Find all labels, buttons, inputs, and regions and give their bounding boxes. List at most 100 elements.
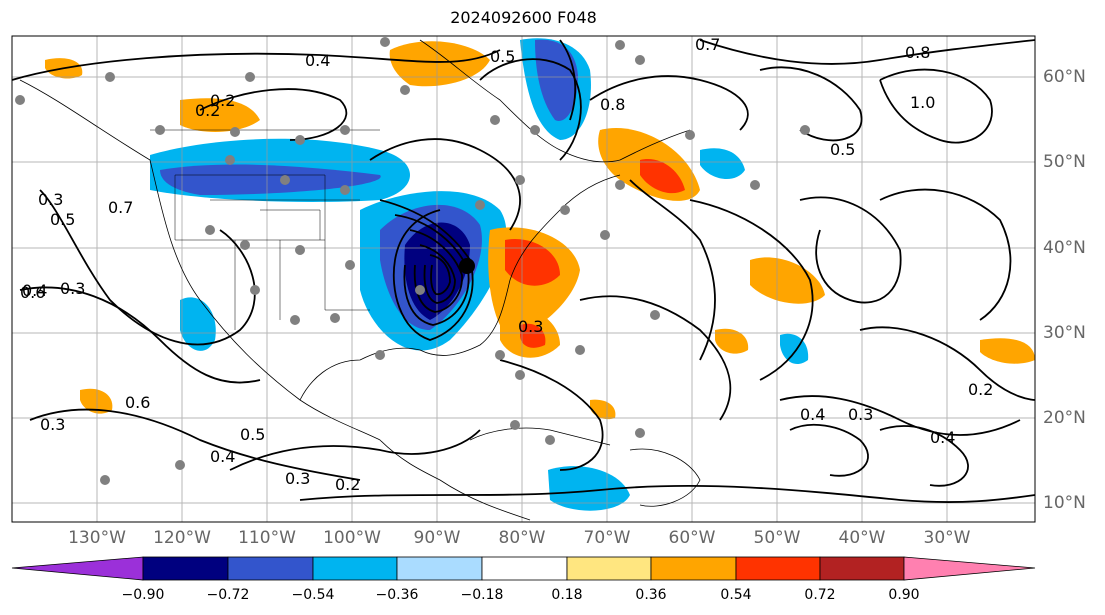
station-dot <box>280 175 290 185</box>
station-dot <box>105 72 115 82</box>
station-dot <box>635 55 645 65</box>
contour-label: 0.4 <box>305 51 330 70</box>
colorbar-segment <box>566 556 652 581</box>
orange-shade <box>715 328 749 354</box>
contour-label: 0.4 <box>930 428 955 447</box>
lon-label: 80°W <box>498 528 546 548</box>
station-dot <box>225 155 235 165</box>
lat-label: 20°N <box>1043 408 1086 428</box>
station-dot <box>635 428 645 438</box>
lon-label: 70°W <box>583 528 631 548</box>
orange-shade <box>180 98 260 132</box>
colorbar-tick-label: −0.72 <box>206 587 250 603</box>
contour-label: 0.7 <box>695 35 720 54</box>
orange-shade <box>505 239 560 286</box>
lon-label: 90°W <box>413 528 461 548</box>
contour-label: 0.2 <box>335 475 360 494</box>
station-dot <box>515 370 525 380</box>
station-dot <box>295 245 305 255</box>
station-dot <box>15 95 25 105</box>
station-dot <box>650 310 660 320</box>
colorbar-tick-label: −0.54 <box>291 587 335 603</box>
orange-shade <box>750 257 825 304</box>
station-dot <box>245 72 255 82</box>
station-dot <box>330 313 340 323</box>
station-dot <box>415 285 425 295</box>
orange-shade <box>980 338 1035 364</box>
station-dot <box>515 175 525 185</box>
blue-shade <box>160 164 381 195</box>
colorbar-segment <box>903 556 1036 581</box>
contour-label: 0.5 <box>240 425 265 444</box>
station-dot <box>175 460 185 470</box>
station-dot <box>545 435 555 445</box>
station-dot <box>615 180 625 190</box>
contour-label: 0.3 <box>40 415 65 434</box>
state-borders <box>150 129 380 330</box>
colorbar-segment <box>11 556 144 581</box>
contour-label: 0.4 <box>800 405 825 424</box>
station-dot <box>100 475 110 485</box>
contour-label: 0.2 <box>210 91 235 110</box>
contour-label: 0.3 <box>285 469 310 488</box>
blue-shade <box>700 148 745 180</box>
lat-label: 40°N <box>1043 238 1086 258</box>
lat-label: 10°N <box>1043 493 1086 513</box>
colorbar-segment <box>735 556 821 581</box>
lon-label: 120°W <box>153 528 211 548</box>
station-dot <box>750 180 760 190</box>
station-dot <box>240 240 250 250</box>
colorbar-tick-label: 0.90 <box>888 587 920 603</box>
contour-label: 0.6 <box>125 393 150 412</box>
contour-label: 0.5 <box>50 210 75 229</box>
station-dot <box>400 85 410 95</box>
colorbar <box>11 556 1036 581</box>
station-dot <box>250 285 260 295</box>
colorbar-tick-label: 0.72 <box>804 587 836 603</box>
colorbar-tick-label: −0.18 <box>460 587 504 603</box>
colorbar-tick-label: 0.54 <box>720 587 752 603</box>
station-dot <box>230 127 240 137</box>
station-dot <box>575 345 585 355</box>
orange-shade <box>640 159 685 194</box>
station-dot <box>615 40 625 50</box>
station-dot <box>510 420 520 430</box>
station-dot <box>490 115 500 125</box>
contour-label: 0.3 <box>60 279 85 298</box>
lon-label: 110°W <box>238 528 296 548</box>
blue-shade <box>548 466 630 511</box>
colorbar-segment <box>481 556 568 581</box>
plot-title: 2024092600 F048 <box>450 8 597 27</box>
contour-label: 0.3 <box>848 405 873 424</box>
contour-label: 1.0 <box>910 93 935 112</box>
colorbar-tick-label: 0.36 <box>635 587 667 603</box>
colorbar-segment <box>650 556 737 581</box>
colorbar-segment <box>312 556 398 581</box>
contour-label: 0.3 <box>38 190 63 209</box>
lon-label: 60°W <box>668 528 716 548</box>
colorbar-tick-label: 0.18 <box>551 587 583 603</box>
station-dot <box>475 200 485 210</box>
contour-label: 0.7 <box>108 198 133 217</box>
colorbar-segment <box>142 556 229 581</box>
station-dot <box>155 125 165 135</box>
station-dot <box>560 205 570 215</box>
station-dot <box>495 350 505 360</box>
contour-label: 0.2 <box>195 101 220 120</box>
station-dot <box>290 315 300 325</box>
lon-label: 130°W <box>68 528 126 548</box>
station-dot <box>380 37 390 47</box>
lat-label: 60°N <box>1043 67 1086 87</box>
station-dot <box>800 125 810 135</box>
orange-shade <box>389 41 490 87</box>
station-dot <box>340 125 350 135</box>
lon-label: 50°W <box>753 528 801 548</box>
station-dot <box>345 260 355 270</box>
graticule <box>12 36 1035 522</box>
colorbar-tick-label: −0.36 <box>375 587 419 603</box>
contour-label-layer: 0.4 0.2 0.3 0.5 0.6 0.7 0.8 1.0 0.4 0.3 … <box>20 35 993 494</box>
station-dot <box>600 230 610 240</box>
station-layer <box>15 37 810 485</box>
blue-shade <box>180 297 216 351</box>
contour-layer <box>12 39 1035 503</box>
